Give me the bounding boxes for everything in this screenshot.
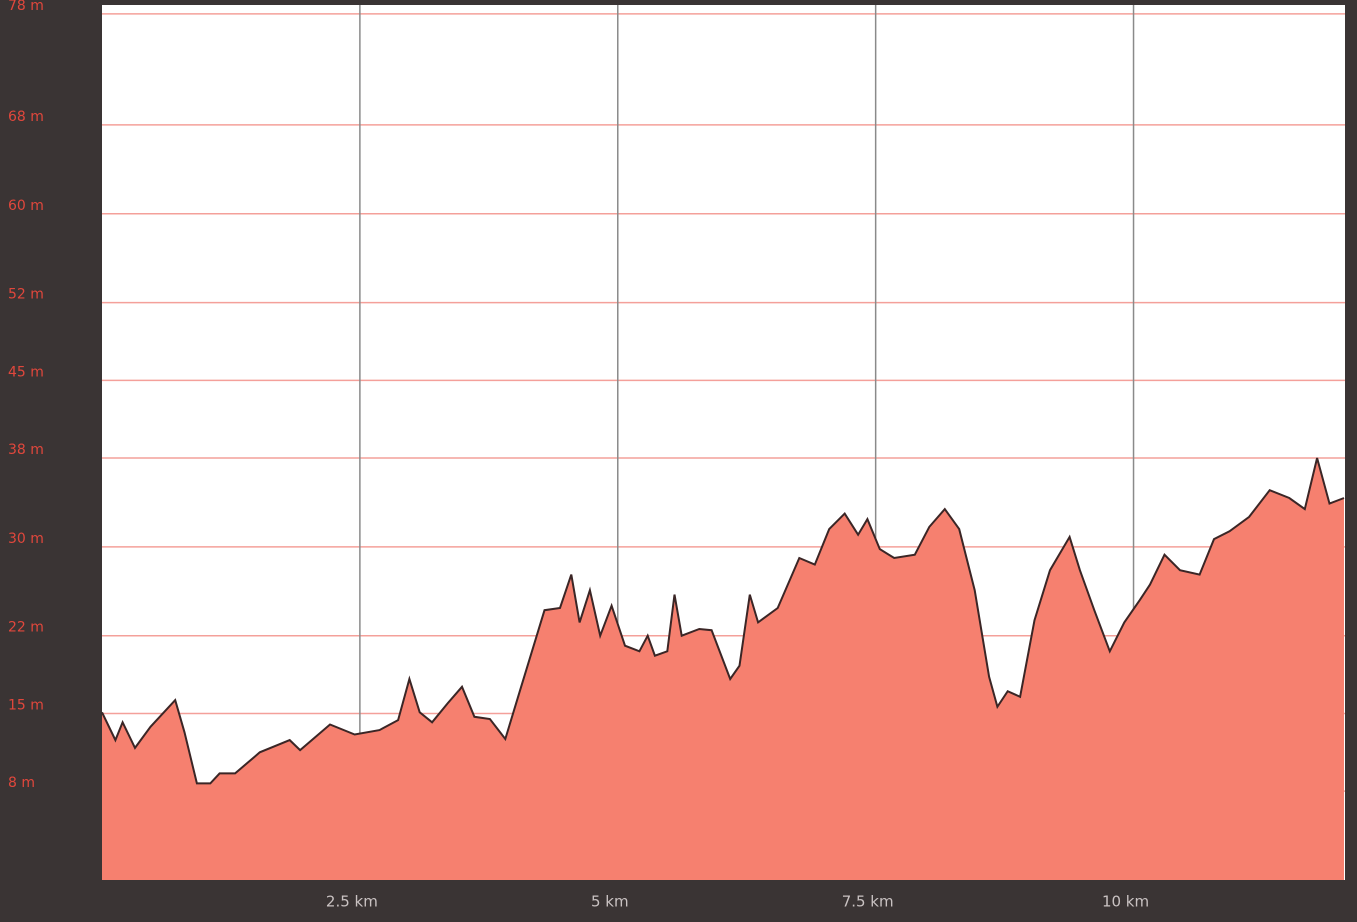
elevation-area <box>102 458 1344 880</box>
y-tick-label: 30 m <box>8 531 44 547</box>
y-tick-label: 52 m <box>8 287 44 303</box>
y-tick-label: 60 m <box>8 198 44 214</box>
y-tick-label: 15 m <box>8 697 44 713</box>
x-tick-label: 5 km <box>591 893 629 911</box>
y-tick-label: 8 m <box>8 775 35 791</box>
x-tick-label: 10 km <box>1102 893 1149 911</box>
y-tick-label: 78 m <box>8 0 44 14</box>
x-tick-label: 2.5 km <box>326 893 378 911</box>
y-tick-label: 45 m <box>8 364 44 380</box>
x-tick-label: 7.5 km <box>842 893 894 911</box>
y-tick-label: 38 m <box>8 442 44 458</box>
y-tick-label: 22 m <box>8 620 44 636</box>
elevation-line <box>101 457 1345 785</box>
y-tick-label: 68 m <box>8 109 44 125</box>
